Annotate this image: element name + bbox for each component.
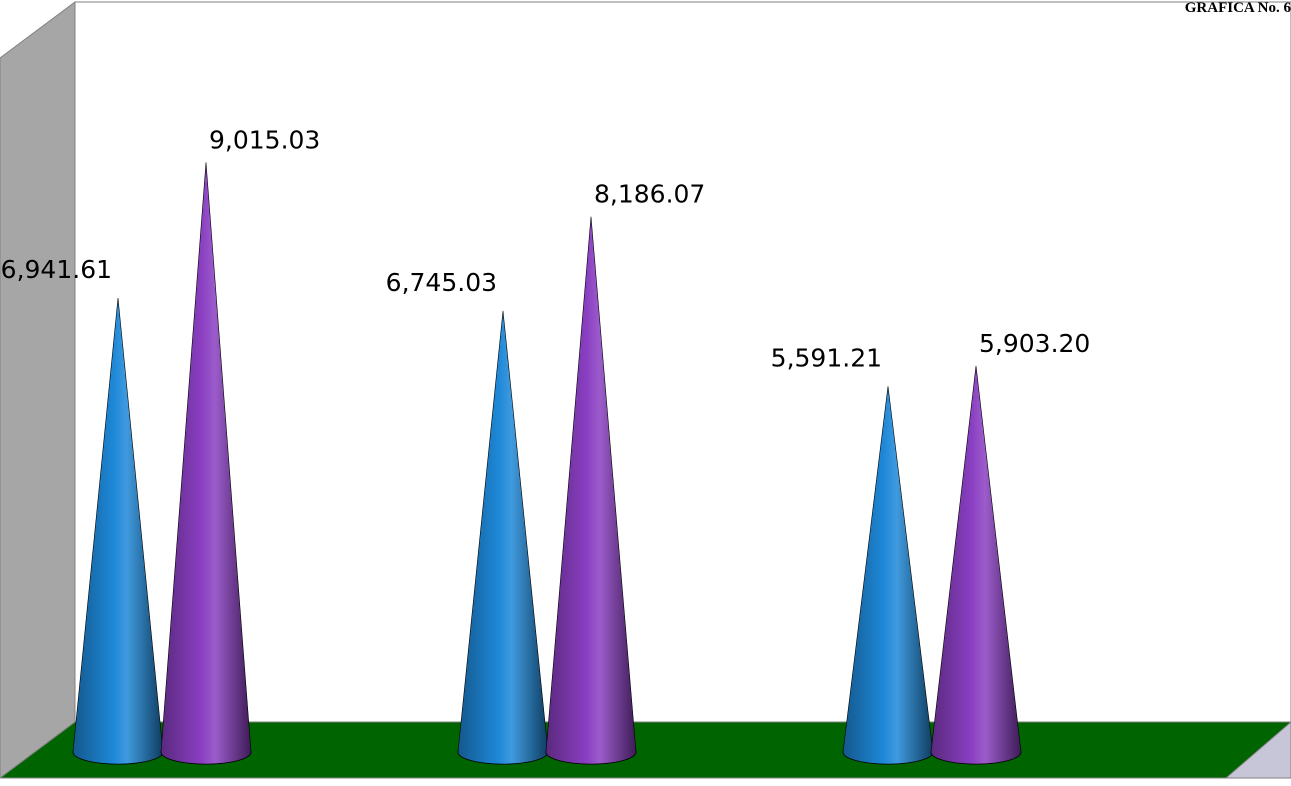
- cone-body: [545, 216, 637, 765]
- data-label: 6,745.03: [386, 268, 497, 297]
- cone-bar: [545, 216, 637, 765]
- data-labels: 6,941.61 9,015.03 6,745.03 8,186.07 5,591.21…: [1, 125, 1091, 372]
- chart-marks: [72, 162, 1022, 765]
- back-wall: [74, 1, 1291, 723]
- data-label: 5,591.21: [771, 343, 882, 372]
- data-label: 9,015.03: [209, 125, 320, 154]
- cone-bar: [160, 162, 252, 765]
- data-label: 5,903.20: [979, 329, 1090, 358]
- side-wall: [0, 1, 76, 779]
- data-label: 6,941.61: [1, 255, 112, 284]
- chart-corner-label: GRAFICA No. 6: [1184, 0, 1291, 16]
- cone-body: [160, 162, 252, 765]
- cone-body: [930, 365, 1022, 765]
- cone-bar: [930, 365, 1022, 765]
- floor-corner: [1224, 721, 1291, 779]
- data-label: 8,186.07: [594, 180, 705, 209]
- cone-bar: [842, 386, 934, 765]
